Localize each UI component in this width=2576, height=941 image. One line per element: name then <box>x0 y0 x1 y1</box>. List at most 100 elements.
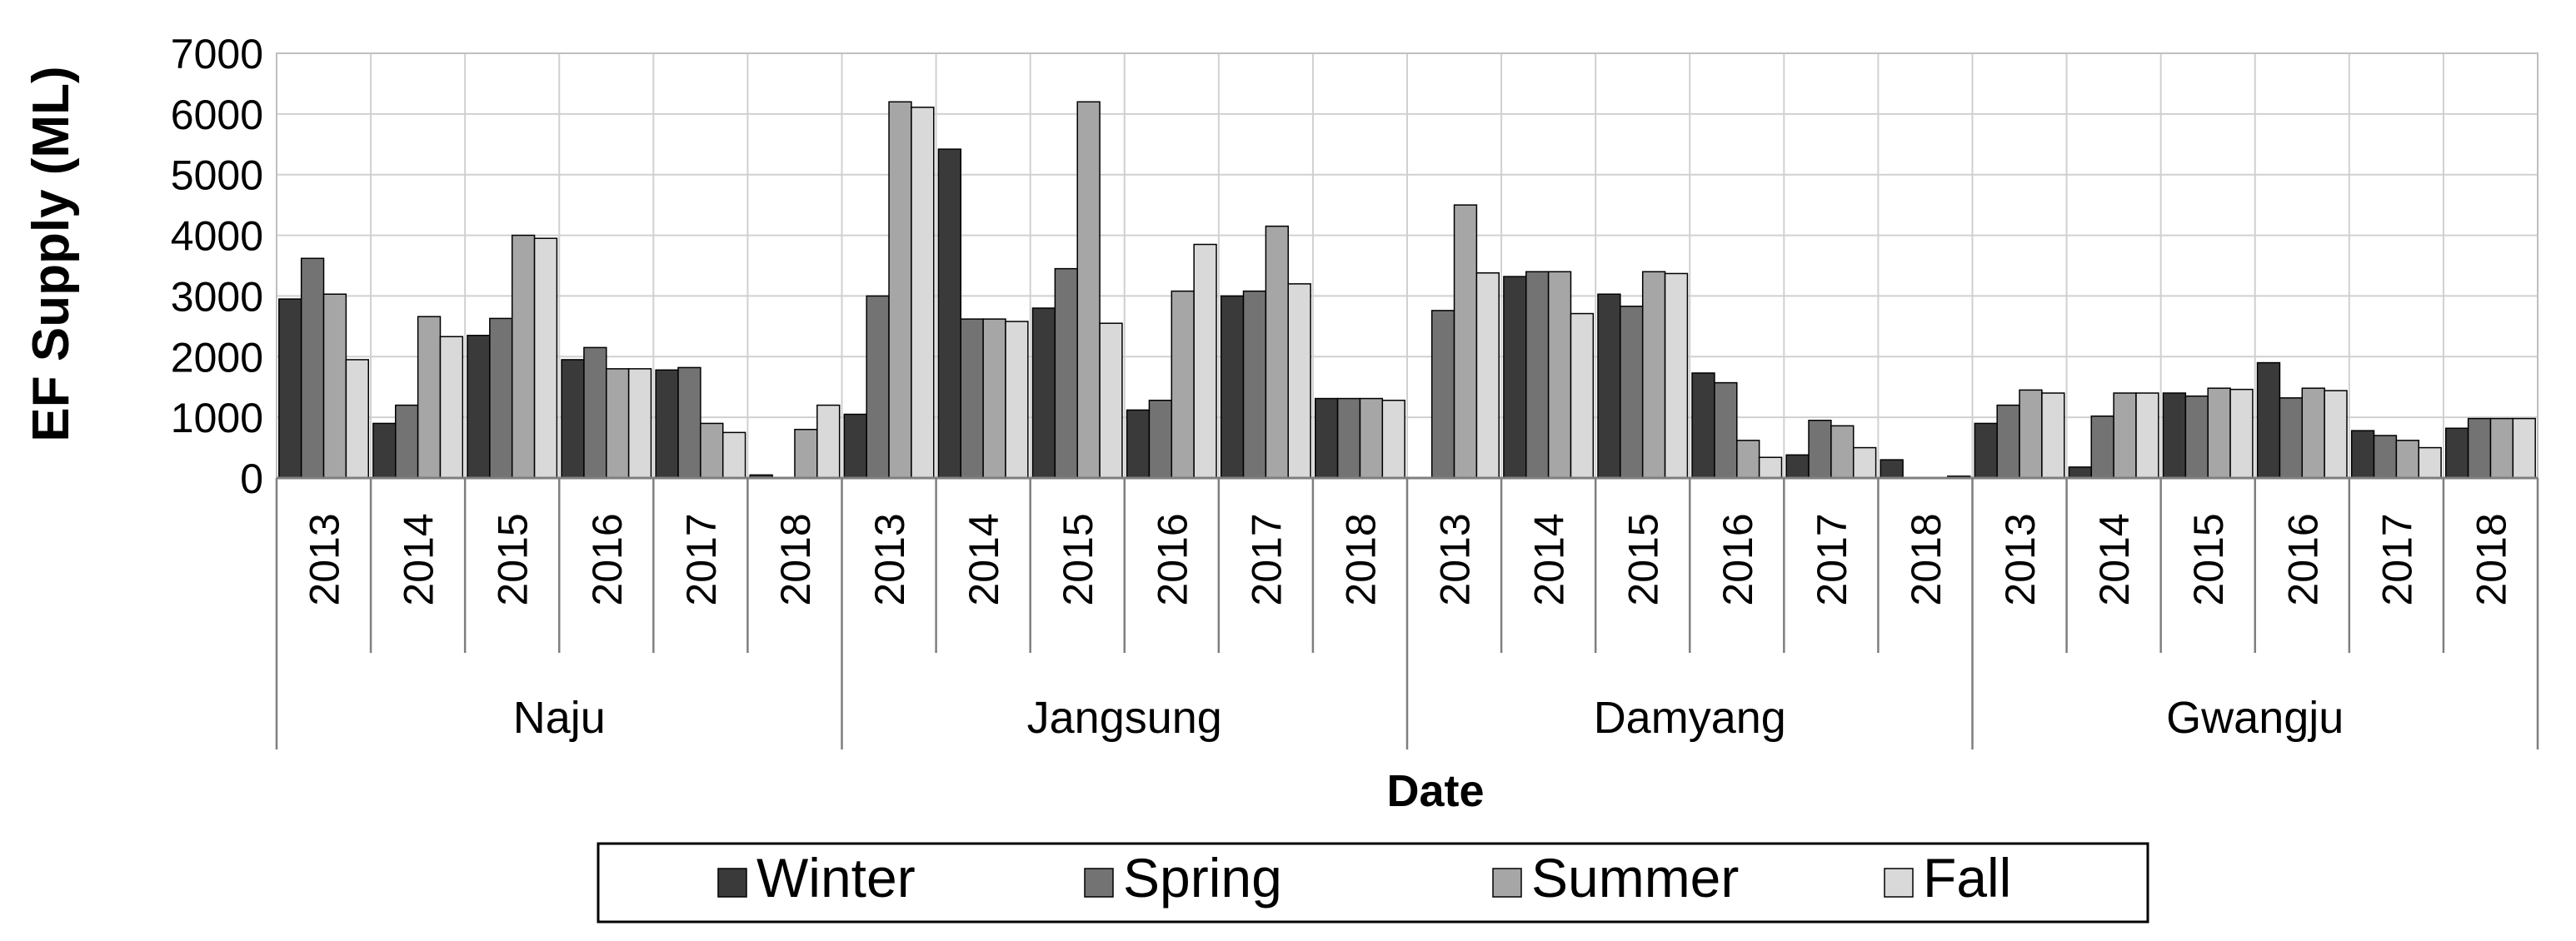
bar-summer-jangsung-2018 <box>1359 397 1384 479</box>
x-tick-label: 2016 <box>1715 513 1761 605</box>
bar-summer-gwangju-2017 <box>2395 440 2419 479</box>
y-tick-label: 4000 <box>171 213 263 260</box>
bar-summer-naju-2015 <box>511 234 536 479</box>
legend-label-winter: Winter <box>756 847 916 909</box>
bar-winter-jangsung-2014 <box>937 148 962 479</box>
x-tick-label: 2017 <box>678 513 725 605</box>
bar-fall-gwangju-2016 <box>2324 390 2348 479</box>
bar-winter-jangsung-2013 <box>843 413 867 479</box>
bar-fall-jangsung-2014 <box>1005 321 1029 479</box>
bar-spring-gwangju-2013 <box>1996 404 2020 479</box>
bar-spring-damyang-2013 <box>1430 310 1455 479</box>
bar-fall-jangsung-2013 <box>911 107 935 479</box>
bar-fall-damyang-2015 <box>1664 272 1689 479</box>
bar-spring-jangsung-2015 <box>1054 267 1078 479</box>
bar-fall-naju-2016 <box>627 368 652 479</box>
bar-summer-naju-2016 <box>606 368 630 479</box>
y-axis-title: EF Supply (ML) <box>22 66 80 441</box>
bar-winter-naju-2017 <box>655 369 679 479</box>
bar-spring-gwangju-2017 <box>2373 435 2398 479</box>
x-tick-label: 2014 <box>2091 513 2138 605</box>
bar-winter-damyang-2018 <box>1880 459 1904 479</box>
bar-spring-jangsung-2016 <box>1148 399 1173 479</box>
bar-spring-jangsung-2017 <box>1242 290 1267 479</box>
bar-summer-damyang-2017 <box>1830 425 1855 479</box>
bar-spring-damyang-2017 <box>1808 420 1832 479</box>
x-tick-label: 2018 <box>1903 513 1949 605</box>
bar-winter-damyang-2014 <box>1503 276 1527 479</box>
axes <box>275 52 2539 749</box>
bar-summer-gwangju-2014 <box>2113 392 2137 479</box>
bar-fall-naju-2014 <box>439 336 464 479</box>
bar-summer-jangsung-2014 <box>982 318 1006 479</box>
x-tick-label: 2015 <box>1620 513 1667 605</box>
bar-fall-naju-2017 <box>721 431 746 479</box>
bar-fall-gwangju-2018 <box>2512 417 2536 479</box>
legend-label-spring: Spring <box>1123 847 1282 909</box>
bar-winter-naju-2013 <box>278 298 302 479</box>
bar-winter-naju-2016 <box>561 359 585 479</box>
bar-winter-gwangju-2013 <box>1974 422 1998 479</box>
x-tick-label: 2014 <box>396 513 442 605</box>
bar-winter-jangsung-2016 <box>1126 409 1151 479</box>
x-tick-label: 2017 <box>1243 513 1290 605</box>
bar-fall-jangsung-2016 <box>1193 243 1217 479</box>
x-tick-label: 2013 <box>866 513 913 605</box>
bar-fall-jangsung-2015 <box>1099 322 1123 479</box>
legend-swatch-summer <box>1492 868 1522 898</box>
bar-summer-damyang-2013 <box>1453 204 1478 479</box>
bar-summer-jangsung-2017 <box>1265 225 1289 479</box>
x-tick-label: 2016 <box>2279 513 2326 605</box>
x-tick-label: 2014 <box>1526 513 1573 605</box>
bar-spring-jangsung-2018 <box>1336 397 1361 479</box>
group-label-jangsung: Jangsung <box>1027 693 1222 743</box>
legend: Winter Spring Summer Fall <box>597 842 2149 924</box>
bar-winter-jangsung-2015 <box>1031 307 1056 479</box>
bar-spring-damyang-2015 <box>1620 306 1644 479</box>
bar-spring-damyang-2016 <box>1714 381 1738 479</box>
bar-winter-damyang-2015 <box>1597 293 1621 479</box>
bar-summer-damyang-2016 <box>1736 440 1760 479</box>
y-tick-label: 3000 <box>171 273 263 320</box>
bar-fall-gwangju-2015 <box>2229 388 2254 479</box>
legend-swatch-spring <box>1084 868 1114 898</box>
bar-spring-gwangju-2015 <box>2184 395 2209 479</box>
group-label-gwangju: Gwangju <box>2166 693 2344 743</box>
bar-spring-jangsung-2014 <box>960 318 984 479</box>
x-tick-label: 2018 <box>772 513 819 605</box>
bar-fall-gwangju-2017 <box>2418 446 2442 479</box>
bar-winter-gwangju-2015 <box>2162 392 2187 479</box>
bar-summer-gwangju-2015 <box>2207 387 2231 479</box>
bar-fall-naju-2018 <box>816 404 841 479</box>
bars <box>278 101 2536 479</box>
bar-spring-damyang-2014 <box>1525 271 1550 479</box>
y-tick-label: 7000 <box>171 31 263 77</box>
bar-summer-naju-2014 <box>417 316 442 479</box>
bar-fall-jangsung-2017 <box>1287 283 1311 479</box>
bar-spring-gwangju-2014 <box>2090 415 2114 479</box>
legend-label-fall: Fall <box>1923 847 2011 909</box>
bar-fall-gwangju-2013 <box>2041 392 2065 479</box>
bar-spring-jangsung-2013 <box>866 295 890 479</box>
bar-winter-gwangju-2018 <box>2444 427 2469 479</box>
y-tick-label: 5000 <box>171 152 263 199</box>
bar-winter-jangsung-2017 <box>1220 295 1245 479</box>
bar-winter-naju-2015 <box>467 335 491 479</box>
bar-summer-jangsung-2016 <box>1171 290 1195 479</box>
x-tick-label: 2015 <box>2185 513 2232 605</box>
group-label-naju: Naju <box>513 693 606 743</box>
legend-swatch-winter <box>717 868 747 898</box>
bar-spring-gwangju-2016 <box>2279 397 2304 479</box>
bar-summer-jangsung-2013 <box>888 101 912 479</box>
x-tick-label: 2018 <box>2468 513 2514 605</box>
bar-spring-naju-2016 <box>583 346 607 479</box>
bar-spring-naju-2015 <box>489 317 513 479</box>
y-tick-label: 1000 <box>171 395 263 441</box>
y-tick-labels: 0 1000 2000 3000 4000 5000 6000 7000 <box>171 31 263 502</box>
x-tick-label: 2017 <box>1809 513 1855 605</box>
bar-fall-damyang-2013 <box>1475 271 1500 479</box>
bar-spring-naju-2017 <box>677 366 701 479</box>
x-tick-label: 2015 <box>1055 513 1101 605</box>
bar-summer-naju-2017 <box>700 422 724 479</box>
